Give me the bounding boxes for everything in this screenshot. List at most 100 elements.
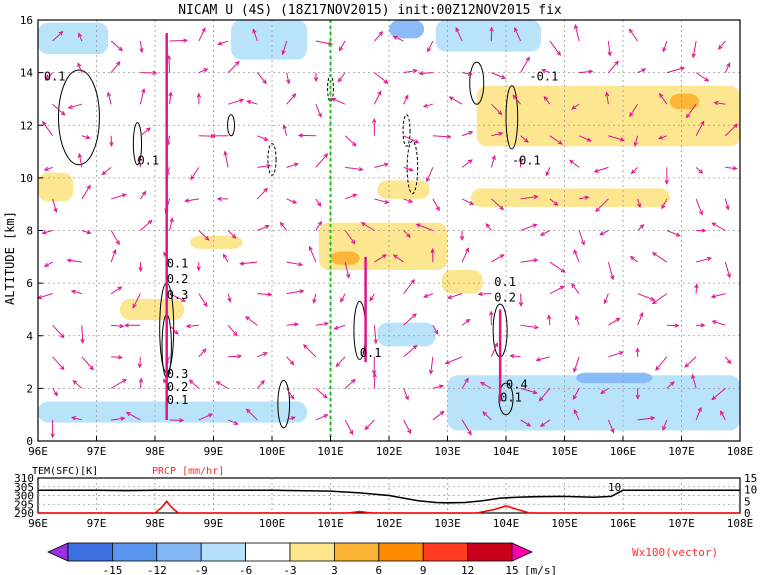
wind-vector-head-102 bbox=[227, 297, 232, 303]
contour-lines bbox=[57, 61, 519, 429]
wind-vector-120 bbox=[44, 261, 53, 267]
wind-vector-203 bbox=[374, 163, 389, 168]
contour-line-5 bbox=[267, 143, 277, 176]
wind-vector-head-74 bbox=[119, 323, 125, 329]
wind-vector-301 bbox=[427, 40, 434, 52]
surface-series-line-1 bbox=[38, 500, 740, 514]
wind-vector-head-289 bbox=[78, 32, 83, 38]
wind-vector-head-251 bbox=[377, 90, 382, 96]
wind-vector-head-216 bbox=[42, 120, 47, 126]
y-tick-label-3: 6 bbox=[26, 277, 33, 290]
wind-vector-231 bbox=[491, 132, 503, 137]
wind-vector-33 bbox=[315, 387, 328, 399]
wind-vector-head-210 bbox=[569, 159, 575, 165]
wind-vector-239 bbox=[725, 123, 738, 137]
wind-vector-head-46 bbox=[691, 373, 696, 379]
wind-vector-head-151 bbox=[264, 225, 270, 230]
wind-vector-head-164 bbox=[639, 223, 645, 229]
wind-vector-head-171 bbox=[141, 190, 147, 196]
wind-vector-65 bbox=[536, 356, 551, 361]
wind-vector-38 bbox=[461, 378, 469, 389]
wind-vector-302 bbox=[455, 27, 463, 42]
wind-vector-head-55 bbox=[262, 352, 269, 357]
wind-vector-head-82 bbox=[333, 325, 339, 330]
wind-vector-189 bbox=[661, 198, 668, 209]
wind-vector-1 bbox=[71, 416, 82, 421]
wind-vector-153 bbox=[315, 221, 322, 231]
x-tick-label-3: 99E bbox=[204, 445, 224, 458]
wind-vector-271 bbox=[256, 72, 267, 84]
wind-vector-head-26 bbox=[121, 378, 127, 384]
wind-vector-head-279 bbox=[501, 74, 507, 79]
wind-vector-head-278 bbox=[467, 71, 473, 76]
wind-vector-head-296 bbox=[281, 50, 286, 56]
colorbar-tick-8: 12 bbox=[461, 564, 474, 575]
wind-vector-head-200 bbox=[293, 162, 300, 167]
y-tick-label-6: 12 bbox=[20, 119, 33, 132]
wind-vector-head-275 bbox=[383, 79, 389, 84]
wind-vector-head-265 bbox=[77, 62, 82, 68]
wind-vector-297 bbox=[315, 40, 333, 45]
wind-vector-head-19 bbox=[610, 428, 615, 434]
wind-vector-head-61 bbox=[428, 369, 434, 375]
wind-vector-head-212 bbox=[630, 169, 636, 175]
wind-vector-head-111 bbox=[477, 291, 483, 297]
x-axis-ticks: 96E 97E 98E 99E 100E 101E 102E 103E 104E 105E 106E… bbox=[28, 436, 753, 458]
wind-vector-head-258 bbox=[571, 105, 577, 110]
surface-x-tick-label-8: 104E bbox=[493, 517, 520, 530]
colorbar-box-4 bbox=[245, 542, 291, 562]
wind-vector-209 bbox=[545, 167, 551, 176]
wind-vector-head-2 bbox=[120, 416, 126, 421]
contour-line-10 bbox=[406, 140, 419, 195]
wind-vector-head-66 bbox=[573, 367, 578, 373]
wind-vector-108 bbox=[403, 279, 415, 294]
wind-vector-81 bbox=[315, 322, 329, 326]
wind-vector-head-44 bbox=[635, 394, 640, 400]
wind-vector-197 bbox=[190, 167, 200, 180]
shaded-region-9 bbox=[377, 180, 430, 199]
contour-label-4: 0.3 bbox=[167, 288, 189, 302]
wind-vector-head-88 bbox=[533, 324, 540, 330]
wind-vector-head-280 bbox=[525, 56, 530, 62]
wind-vectors bbox=[36, 24, 739, 439]
wind-vector-270 bbox=[227, 61, 240, 73]
wind-vector-head-86 bbox=[465, 318, 471, 324]
colorbar-tick-7: 9 bbox=[420, 564, 427, 575]
surface-x-tick-label-9: 105E bbox=[551, 517, 578, 530]
wind-vector-6 bbox=[227, 419, 238, 425]
wind-vector-88 bbox=[520, 324, 538, 329]
wind-vector-292 bbox=[169, 39, 188, 42]
wind-vector-head-63 bbox=[493, 342, 498, 348]
wind-vector-310 bbox=[692, 40, 697, 58]
wind-vector-48 bbox=[52, 356, 65, 370]
wind-vector-119 bbox=[711, 293, 726, 298]
legend-temperature: TEM(SFC)[K] bbox=[32, 466, 98, 477]
wind-vector-147 bbox=[140, 220, 153, 231]
wind-vector-head-1 bbox=[70, 416, 77, 421]
wind-vector-head-146 bbox=[115, 240, 120, 246]
wind-vector-head-229 bbox=[446, 134, 452, 139]
wind-vector-290 bbox=[110, 40, 123, 51]
wind-vector-41 bbox=[539, 388, 551, 402]
wind-vector-151 bbox=[257, 225, 269, 231]
wind-vector-188 bbox=[637, 198, 641, 208]
wind-vector-53 bbox=[198, 348, 207, 358]
wind-vector-head-38 bbox=[464, 377, 469, 383]
wind-vector-head-58 bbox=[335, 362, 341, 368]
wind-vector-head-301 bbox=[427, 47, 432, 53]
wind-vector-head-134 bbox=[464, 247, 469, 253]
wind-vector-head-0 bbox=[50, 433, 55, 439]
surface-x-tick-label-2: 98E bbox=[145, 517, 165, 530]
wind-vector-134 bbox=[461, 247, 469, 263]
wind-vector-head-286 bbox=[704, 77, 710, 82]
wind-vector-40 bbox=[520, 387, 537, 394]
wind-vector-head-13 bbox=[439, 410, 445, 416]
wind-vector-head-298 bbox=[338, 46, 344, 52]
wind-vector-head-18 bbox=[573, 409, 578, 415]
wind-vector-198 bbox=[224, 151, 229, 168]
wind-vector-head-250 bbox=[331, 97, 337, 102]
wind-vector-head-186 bbox=[584, 195, 590, 200]
wind-vector-head-201 bbox=[323, 153, 329, 158]
wind-vector-head-79 bbox=[245, 316, 250, 321]
wind-vector-head-98 bbox=[117, 286, 123, 291]
